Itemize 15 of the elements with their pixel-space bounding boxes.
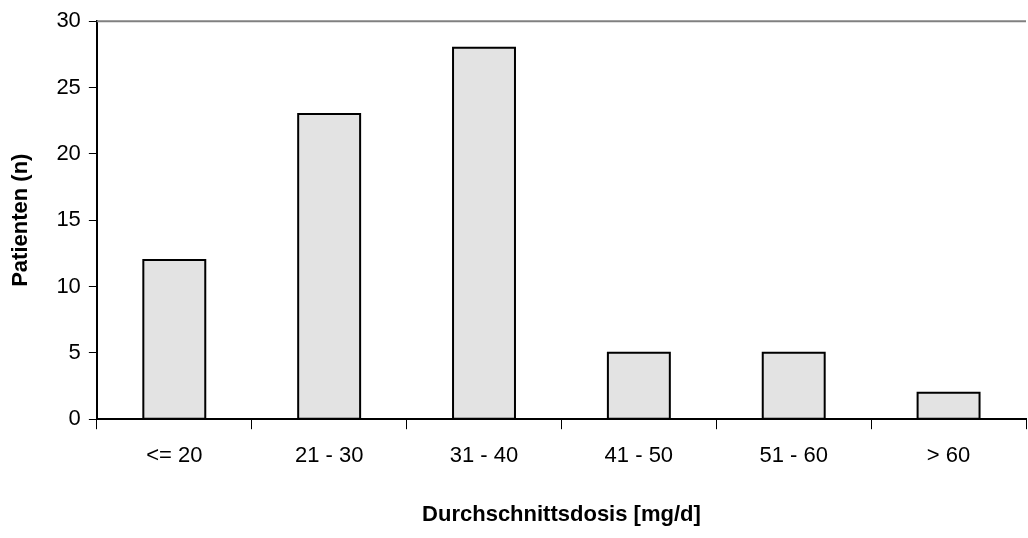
y-axis-title: Patienten (n): [7, 153, 33, 287]
y-tick-label: 20: [56, 139, 81, 165]
y-tick-label: 25: [56, 73, 81, 99]
x-axis-title: Durchschnittsdosis [mg/d]: [422, 500, 701, 526]
x-tick-label: > 60: [926, 442, 971, 468]
x-tick-label: 51 - 60: [759, 442, 828, 468]
y-tick-label: 15: [56, 206, 81, 232]
y-tick-label: 0: [68, 405, 81, 431]
x-tick-label: 21 - 30: [294, 442, 364, 468]
y-tick-label: 10: [56, 272, 81, 298]
y-tick-label: 30: [56, 7, 81, 33]
x-tick-label: 31 - 40: [449, 442, 519, 468]
x-tick-label: <= 20: [146, 442, 203, 468]
x-tick-label: 41 - 50: [604, 442, 674, 468]
y-tick-label: 5: [68, 338, 81, 364]
